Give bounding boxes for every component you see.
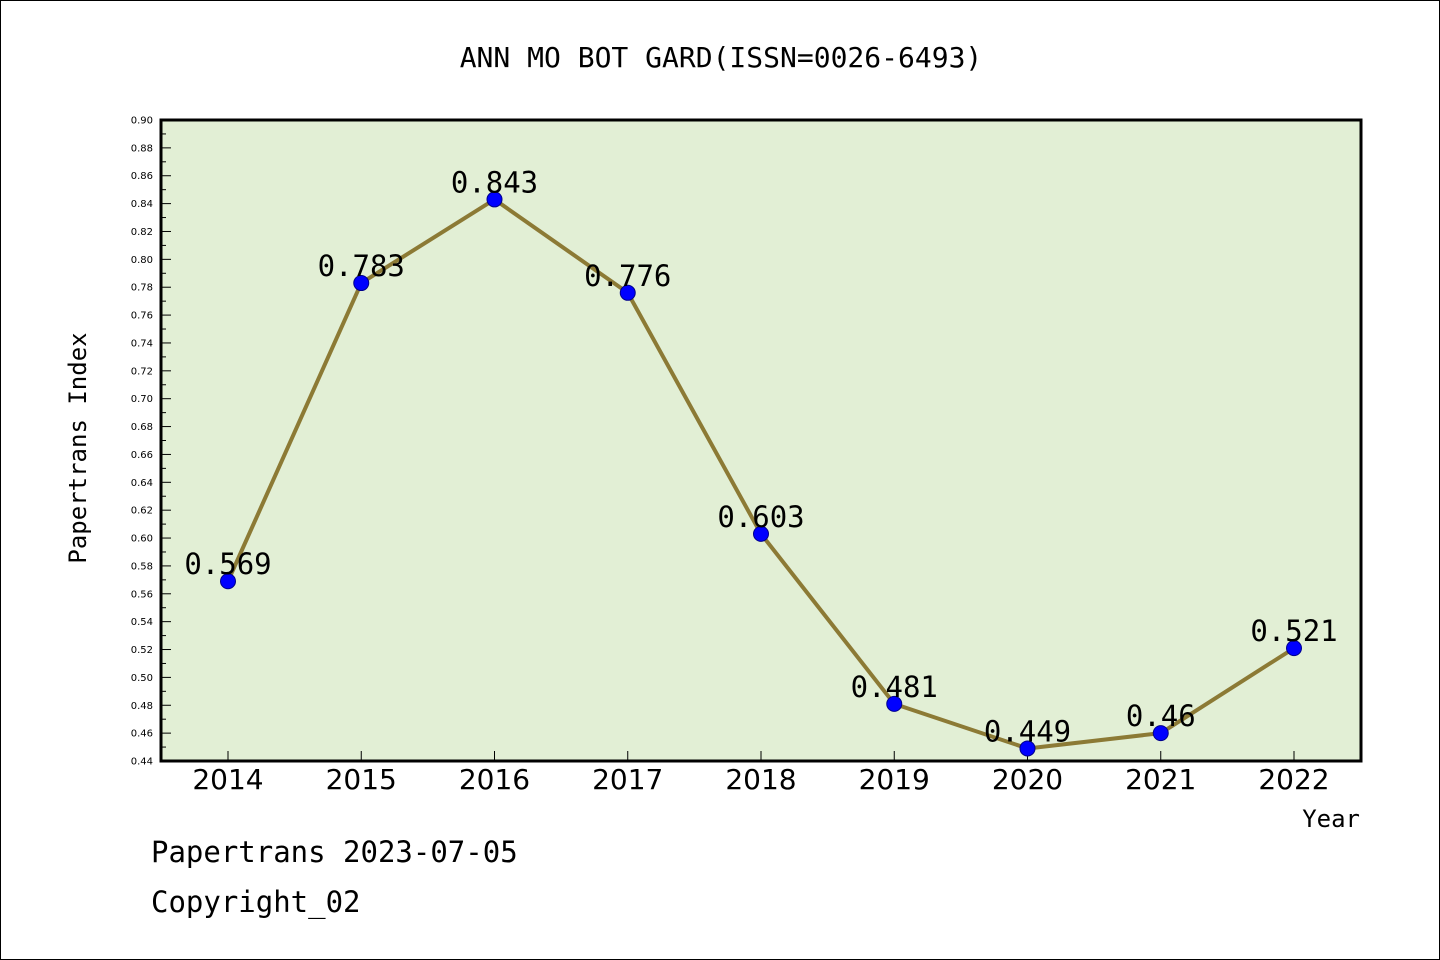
x-tick-label: 2015: [326, 763, 397, 796]
x-axis: 2014 2015 2016 2017 2018 2019 2020 2021 2022: [192, 751, 1330, 796]
data-label: 0.603: [717, 500, 804, 534]
y-tick-label: 0.48: [131, 701, 153, 712]
y-tick-label: 0.62: [131, 506, 153, 517]
y-tick-label: 0.68: [131, 422, 153, 433]
y-axis-label: Papertrans Index: [64, 332, 92, 563]
y-tick-label: 0.70: [131, 394, 153, 405]
y-tick-label: 0.44: [131, 757, 153, 768]
y-tick-label: 0.64: [131, 478, 153, 489]
y-tick-label: 0.56: [131, 589, 153, 600]
data-label: 0.449: [984, 714, 1071, 748]
y-tick-label: 0.82: [131, 227, 153, 238]
data-point: [753, 525, 769, 542]
x-tick-label: 2016: [459, 763, 530, 796]
y-tick-label: 0.90: [131, 116, 153, 127]
x-tick-label: 2014: [192, 763, 263, 796]
data-label: 0.521: [1250, 614, 1337, 648]
data-point: [220, 573, 236, 590]
y-tick-label: 0.78: [131, 283, 153, 294]
data-point: [353, 275, 370, 292]
data-labels: 0.569 0.783 0.843 0.776 0.603 0.481 0.449 0.46 0…: [184, 165, 1337, 748]
footer-date: Papertrans 2023-07-05: [151, 835, 518, 869]
y-tick-label: 0.72: [131, 366, 153, 377]
data-point: [1286, 640, 1302, 657]
y-tick-label: 0.66: [131, 450, 153, 461]
x-axis-label: Year: [1302, 805, 1360, 833]
data-label: 0.843: [451, 165, 538, 199]
y-tick-label: 0.60: [131, 534, 153, 545]
x-tick-label: 2018: [725, 763, 796, 796]
x-tick-label: 2017: [592, 763, 663, 796]
y-tick-label: 0.50: [131, 673, 153, 684]
data-point: [619, 284, 636, 301]
y-tick-label: 0.80: [131, 255, 153, 266]
plot-area: [159, 118, 1363, 763]
data-label: 0.569: [184, 547, 271, 581]
data-label: 0.481: [851, 670, 938, 704]
data-label: 0.776: [584, 259, 671, 293]
x-tick-label: 2021: [1125, 763, 1196, 796]
data-label: 0.46: [1126, 699, 1196, 733]
y-tick-label: 0.52: [131, 645, 153, 656]
y-tick-label: 0.88: [131, 143, 153, 154]
y-tick-label: 0.84: [131, 199, 153, 210]
y-tick-label: 0.74: [131, 338, 153, 349]
x-tick-label: 2020: [992, 763, 1063, 796]
y-tick-label: 0.54: [131, 617, 153, 628]
y-tick-label: 0.58: [131, 561, 153, 572]
footer-copyright: Copyright_02: [151, 885, 361, 919]
y-tick-label: 0.76: [131, 311, 153, 322]
y-tick-label: 0.46: [131, 729, 153, 740]
data-point: [1152, 725, 1169, 742]
series: [220, 191, 1302, 757]
y-axis: 0.44 0.46 0.48 0.50 0.52 0.54 0.56 0.58 0.60 0.62…: [131, 116, 171, 768]
y-tick-label: 0.86: [131, 171, 153, 182]
x-tick-label: 2019: [859, 763, 930, 796]
data-point: [1019, 740, 1036, 757]
data-label: 0.783: [318, 249, 405, 283]
data-point: [486, 191, 503, 208]
chart-title: ANN MO BOT GARD(ISSN=0026-6493): [460, 41, 983, 74]
x-tick-label: 2022: [1258, 763, 1329, 796]
data-point: [886, 695, 903, 712]
